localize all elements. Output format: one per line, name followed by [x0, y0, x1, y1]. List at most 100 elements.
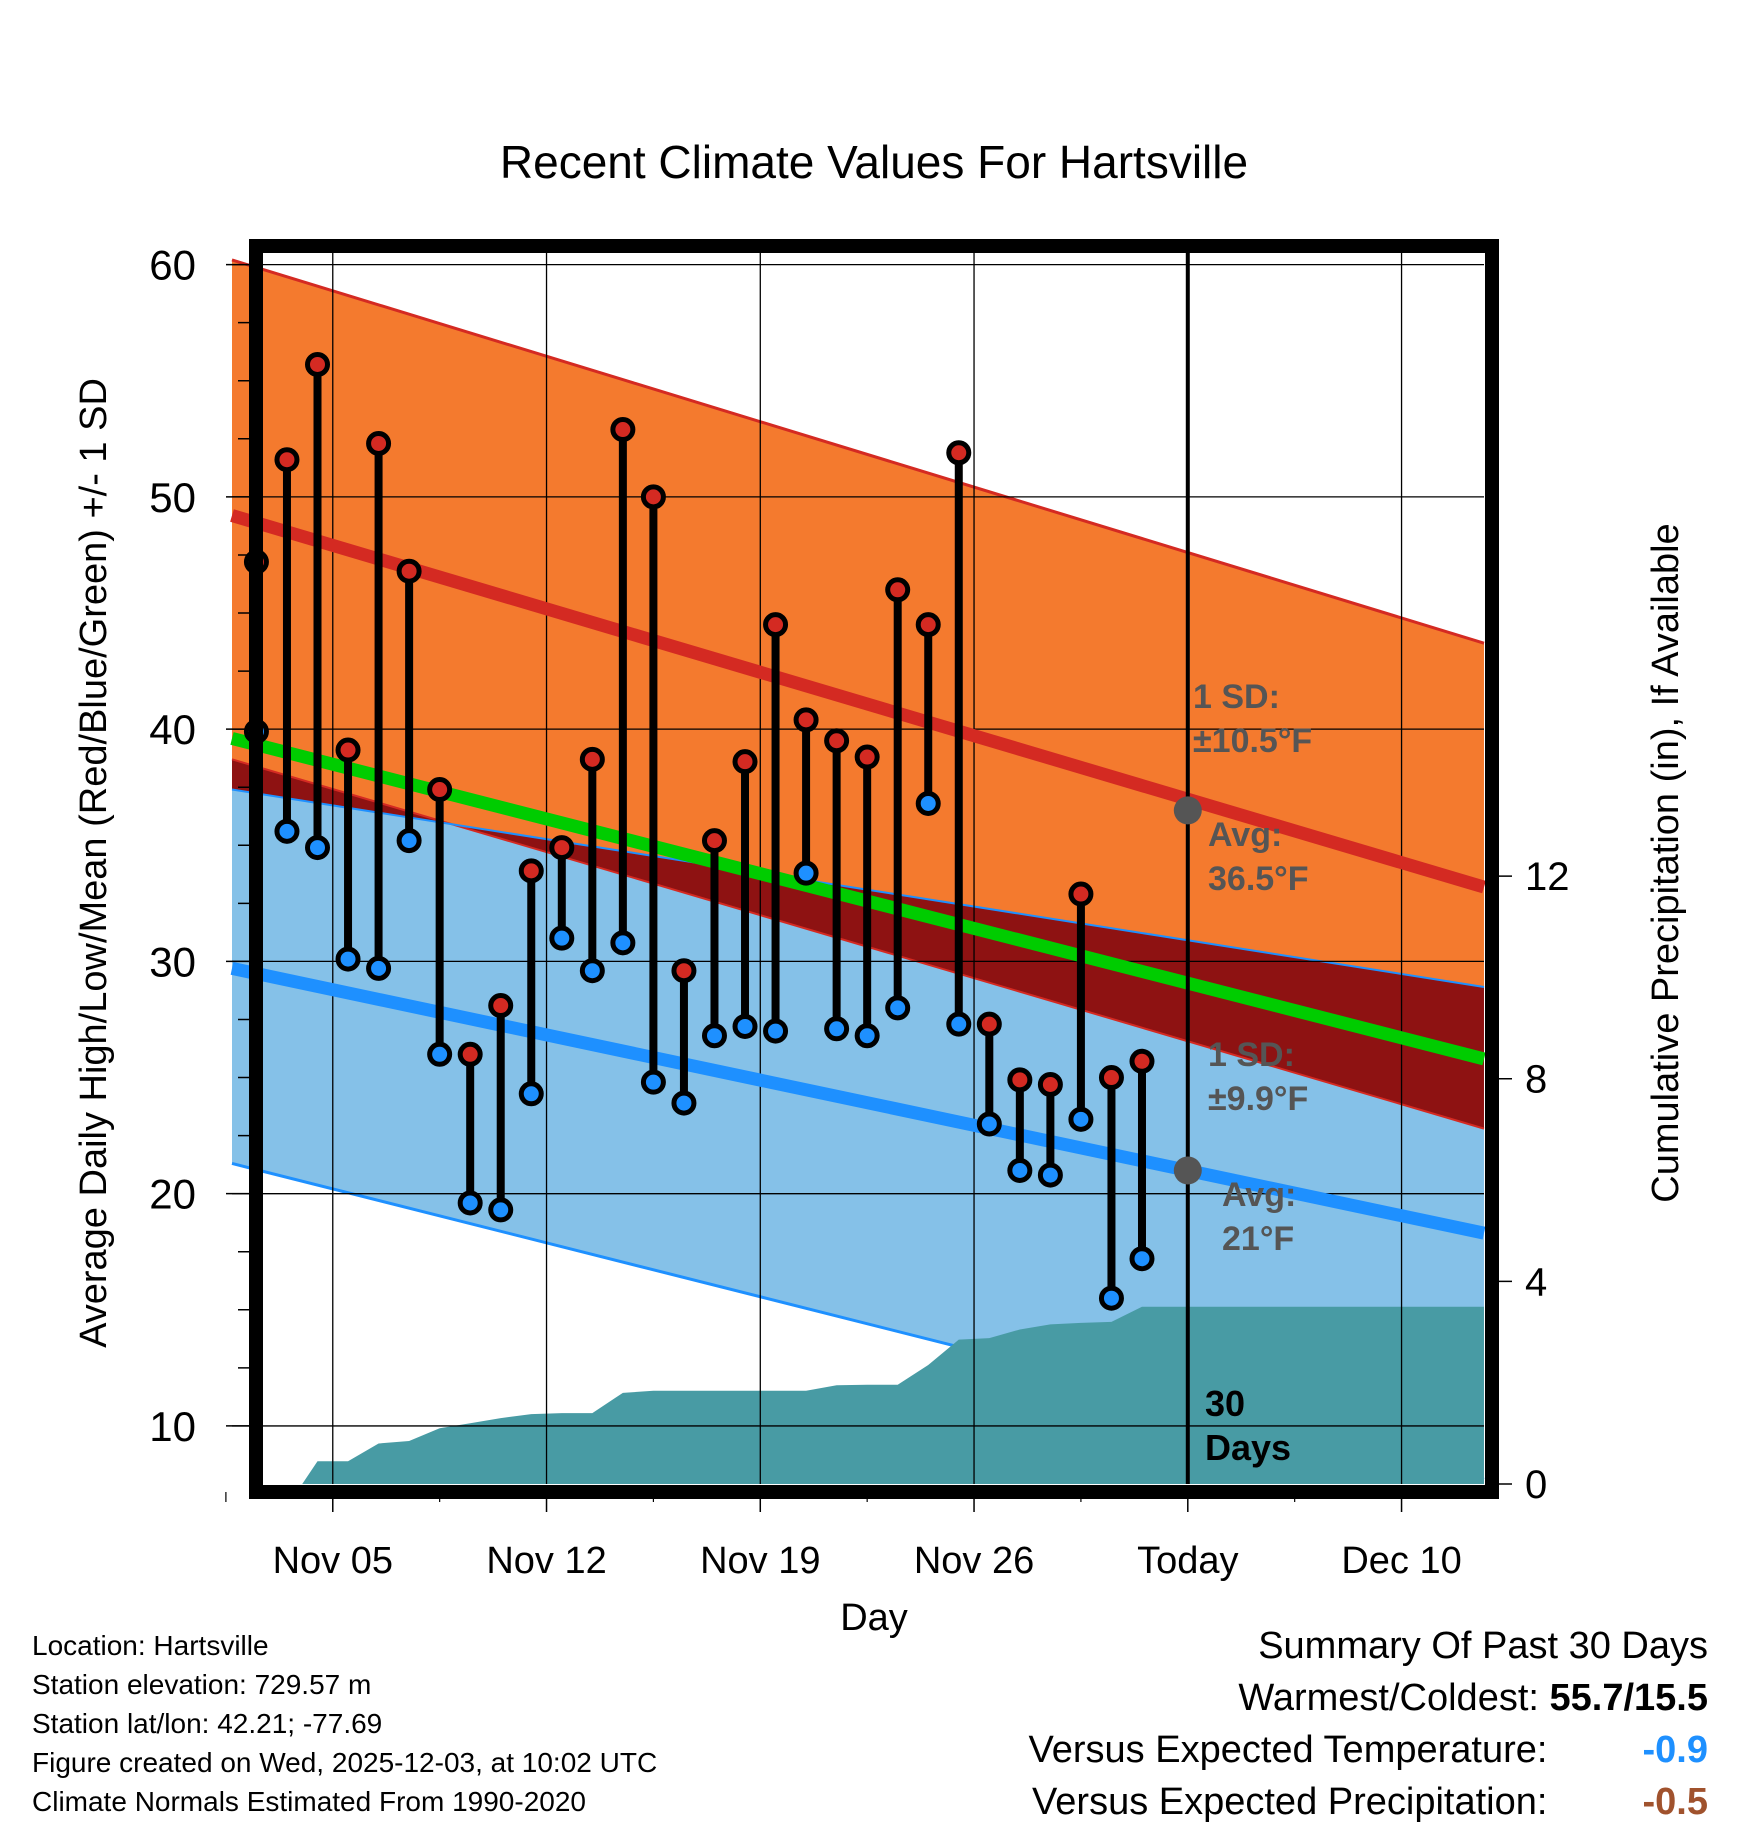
obs-high-point [946, 440, 972, 466]
obs-low-point [793, 860, 819, 886]
warmest-label: Warmest/Coldest: [1238, 1677, 1539, 1719]
info-location: Location: Hartsville [32, 1630, 269, 1661]
obs-low-point [305, 835, 331, 861]
obs-low-point [763, 1018, 789, 1044]
x-tick-label: Nov 26 [914, 1540, 1034, 1582]
obs-low-point [549, 925, 575, 951]
today-low-avg-marker [1173, 1156, 1202, 1185]
obs-high-point [610, 417, 636, 443]
low-sd-label: 1 SD: [1208, 1036, 1295, 1074]
obs-low-point [457, 1190, 483, 1216]
obs-low-point [1068, 1106, 1094, 1132]
precip-area [232, 1306, 1484, 1484]
obs-low-point [732, 1013, 758, 1039]
obs-low-point [579, 958, 605, 984]
obs-low-point [854, 1023, 880, 1049]
today-high-avg-marker [1173, 796, 1202, 825]
obs-high-point [824, 728, 850, 754]
days-count-label: 30 [1205, 1383, 1245, 1424]
low-avg-label: Avg: [1222, 1176, 1296, 1214]
info-created: Figure created on Wed, 2025-12-03, at 10… [32, 1747, 658, 1778]
station-info: Location: Hartsville Station elevation: … [32, 1626, 657, 1821]
obs-high-point [305, 351, 331, 377]
warmest-value: 55.7/15.5 [1549, 1677, 1708, 1719]
plot-area: 1 SD: ±10.5°F Avg: 36.5°F 1 SD: ±9.9°F Avg: 21°… [149, 239, 1570, 1582]
obs-high-point [274, 447, 300, 473]
x-axis-label: Day [840, 1597, 908, 1639]
obs-high-point [793, 707, 819, 733]
obs-high-point [1068, 881, 1094, 907]
obs-high-point [457, 1041, 483, 1067]
obs-high-point [488, 993, 514, 1019]
info-normals: Climate Normals Estimated From 1990-2020 [32, 1786, 586, 1817]
precip-label: Versus Expected Precipitation: [1032, 1781, 1548, 1823]
obs-low-point [701, 1023, 727, 1049]
obs-low-point [885, 995, 911, 1021]
obs-low-point [610, 930, 636, 956]
obs-low-point [274, 818, 300, 844]
obs-high-point [396, 558, 422, 584]
info-elevation: Station elevation: 729.57 m [32, 1669, 372, 1700]
temp-label: Versus Expected Temperature: [1028, 1729, 1548, 1771]
high-sd-band [232, 259, 1484, 1129]
high-avg-label: Avg: [1208, 816, 1282, 854]
obs-high-point [701, 828, 727, 854]
obs-low-point [1007, 1157, 1033, 1183]
y-tick-label-left: 40 [149, 706, 196, 753]
high-upper-edge [231, 258, 1485, 645]
obs-high-point [549, 835, 575, 861]
obs-low-point [488, 1197, 514, 1223]
plot-frame [249, 239, 1499, 1499]
obs-high-point [1037, 1072, 1063, 1098]
y-tick-label-right: 12 [1525, 855, 1570, 899]
summary-temp-row: Versus Expected Temperature: -0.9 [1029, 1724, 1708, 1776]
chart-title: Recent Climate Values For Hartsville [500, 136, 1248, 188]
obs-high-point [854, 744, 880, 770]
high-sd-value: ±10.5°F [1193, 722, 1312, 760]
x-tick-label: Dec 10 [1341, 1540, 1461, 1582]
obs-low-point [640, 1069, 666, 1095]
obs-high-point [518, 858, 544, 884]
obs-high-point [915, 612, 941, 638]
obs-low-point [1129, 1246, 1155, 1272]
low-avg-value: 21°F [1222, 1220, 1294, 1258]
obs-low-point [1037, 1162, 1063, 1188]
obs-low-point [1098, 1285, 1124, 1311]
obs-low-point [976, 1111, 1002, 1137]
obs-low-point [335, 946, 361, 972]
y-tick-label-left: 20 [149, 1171, 196, 1218]
obs-high-point [427, 777, 453, 803]
y-tick-label-left: 50 [149, 474, 196, 521]
precip-value: -0.5 [1642, 1781, 1708, 1823]
obs-low-point [915, 790, 941, 816]
obs-low-point [824, 1016, 850, 1042]
x-tick-label: Nov 12 [486, 1540, 606, 1582]
x-tick-label: Today [1137, 1540, 1238, 1582]
obs-high-point [366, 430, 392, 456]
high-sd-label: 1 SD: [1193, 678, 1280, 716]
obs-low-point [518, 1081, 544, 1107]
summary-title: Summary Of Past 30 Days [1258, 1625, 1708, 1667]
obs-high-point [335, 737, 361, 763]
low-sd-value: ±9.9°F [1208, 1080, 1308, 1118]
y-tick-label-right: 4 [1525, 1260, 1547, 1304]
summary-precip-row: Versus Expected Precipitation: -0.5 [1029, 1776, 1708, 1828]
high-avg-value: 36.5°F [1208, 860, 1309, 898]
obs-high-point [1098, 1065, 1124, 1091]
obs-high-point [885, 577, 911, 603]
x-tick-label: Nov 05 [273, 1540, 393, 1582]
days-word-label: Days [1205, 1427, 1291, 1468]
obs-high-point [640, 484, 666, 510]
obs-low-point [366, 955, 392, 981]
obs-high-point [1007, 1067, 1033, 1093]
obs-high-point [1129, 1048, 1155, 1074]
obs-high-point [763, 612, 789, 638]
y-axis-label-right: Cumulative Precipitation (in), If Availa… [1645, 523, 1687, 1202]
high-avg-line [230, 509, 1486, 894]
obs-low-point [427, 1041, 453, 1067]
info-latlon: Station lat/lon: 42.21; -77.69 [32, 1708, 383, 1739]
x-tick-label: Nov 19 [700, 1540, 820, 1582]
y-tick-label-left: 30 [149, 938, 196, 985]
summary-warmest-row: Warmest/Coldest: 55.7/15.5 [1029, 1672, 1708, 1724]
